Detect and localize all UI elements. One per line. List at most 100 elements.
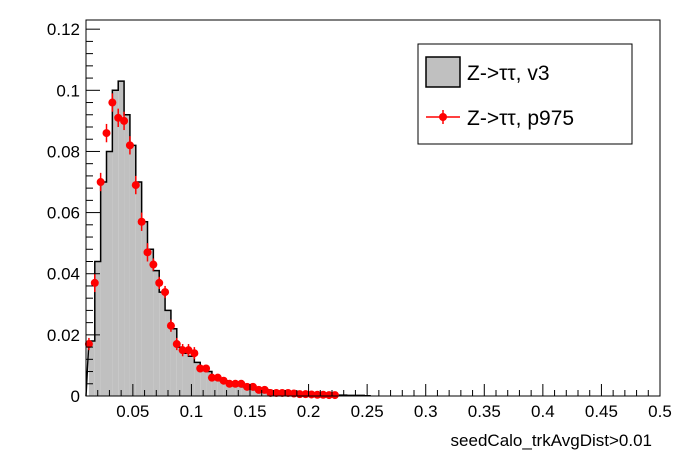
data-point xyxy=(266,388,275,397)
histogram-bar xyxy=(223,380,230,396)
data-point xyxy=(202,364,211,373)
histogram-bar xyxy=(129,145,136,396)
data-point xyxy=(120,111,129,131)
x-axis-label: seedCalo_trkAvgDist>0.01 xyxy=(451,431,652,450)
data-point xyxy=(125,136,134,155)
point-marker xyxy=(313,390,322,399)
histogram-bar xyxy=(165,310,171,396)
data-point xyxy=(272,388,281,397)
histogram-bar xyxy=(106,151,113,396)
data-point xyxy=(155,276,164,290)
point-marker xyxy=(243,382,252,391)
point-marker xyxy=(90,278,99,287)
data-point xyxy=(131,175,140,195)
plot-frame xyxy=(85,19,661,397)
histogram-bar xyxy=(176,347,183,396)
x-tick-label: 0.35 xyxy=(468,402,501,421)
point-marker xyxy=(96,178,105,187)
histogram-bar xyxy=(188,356,195,396)
x-tick-label: 0.2 xyxy=(297,402,321,421)
data-point xyxy=(225,379,234,388)
legend-label-v3: Z->ττ, v3 xyxy=(467,62,550,85)
y-axis: 0 0.02 0.04 0.06 0.08 0.1 0.12 xyxy=(47,20,100,406)
data-point xyxy=(90,273,99,293)
histogram-bar xyxy=(182,353,189,396)
data-point xyxy=(137,212,146,231)
data-point xyxy=(108,93,117,112)
data-point xyxy=(161,285,170,299)
y-tick-label: 0.1 xyxy=(56,81,80,100)
point-marker xyxy=(231,379,240,388)
x-tick-label: 0.05 xyxy=(116,402,149,421)
histogram-bar xyxy=(206,371,212,396)
point-marker xyxy=(108,98,117,107)
histogram-bar xyxy=(211,377,218,396)
point-marker xyxy=(330,391,339,400)
histogram-bar xyxy=(159,292,166,396)
data-point xyxy=(96,172,105,192)
data-point xyxy=(278,388,287,397)
point-marker xyxy=(172,340,181,349)
point-marker xyxy=(272,388,281,397)
histogram-bar xyxy=(194,362,201,396)
histogram-bar xyxy=(112,90,119,396)
data-point xyxy=(196,364,205,373)
x-tick-label: 0.3 xyxy=(414,402,438,421)
x-tick-label: 0.1 xyxy=(180,402,204,421)
point-marker xyxy=(178,346,187,355)
legend: Z->ττ, v3 Z->ττ, p975 xyxy=(417,43,633,145)
point-marker xyxy=(84,340,93,349)
data-point xyxy=(231,379,240,388)
data-point xyxy=(284,388,293,397)
point-marker xyxy=(143,248,152,257)
histogram-bar xyxy=(252,389,259,396)
x-tick-label: 0.45 xyxy=(585,402,618,421)
point-marker xyxy=(284,388,293,397)
histogram-bar xyxy=(124,114,130,397)
point-marker xyxy=(202,364,211,373)
data-point xyxy=(190,347,199,360)
histogram-bar xyxy=(147,249,154,396)
data-point xyxy=(166,319,175,332)
point-marker xyxy=(131,181,140,190)
point-marker xyxy=(166,321,175,330)
point-marker xyxy=(319,390,328,399)
point-marker xyxy=(149,260,158,269)
point-marker xyxy=(125,141,134,150)
x-axis: 0.05 0.1 0.15 0.2 0.25 0.3 0.35 0.4 0.45 0.5 xyxy=(85,384,672,421)
point-marker xyxy=(137,217,146,226)
data-point xyxy=(149,258,158,271)
histogram-bar xyxy=(141,221,148,396)
point-marker xyxy=(161,288,170,297)
point-marker xyxy=(102,129,111,138)
x-tick-label: 0.4 xyxy=(531,402,555,421)
histogram-bar xyxy=(229,383,236,396)
point-marker xyxy=(207,373,216,382)
histogram-bar xyxy=(100,182,107,396)
x-tick-label: 0.5 xyxy=(648,402,672,421)
histogram-bar xyxy=(200,368,207,396)
y-tick-label: 0.06 xyxy=(47,204,80,223)
x-tick-label: 0.25 xyxy=(351,402,384,421)
y-tick-label: 0.02 xyxy=(47,326,80,345)
data-point xyxy=(143,243,152,262)
data-point xyxy=(243,382,252,391)
legend-label-p975: Z->ττ, p975 xyxy=(467,107,574,130)
legend-swatch-v3 xyxy=(425,56,461,88)
data-point xyxy=(178,344,187,357)
y-tick-label: 0.08 xyxy=(47,142,80,161)
data-point xyxy=(84,337,93,351)
point-marker xyxy=(225,379,234,388)
point-marker xyxy=(196,364,205,373)
point-marker xyxy=(190,349,199,358)
histogram-bar xyxy=(88,340,95,396)
histogram-bar xyxy=(94,261,101,396)
histogram-bar xyxy=(241,386,248,396)
data-point xyxy=(172,337,181,351)
point-marker xyxy=(266,388,275,397)
legend-marker-p975 xyxy=(439,113,447,121)
histogram-bar xyxy=(217,380,224,396)
data-point xyxy=(207,373,216,382)
histogram-layer xyxy=(85,80,371,397)
